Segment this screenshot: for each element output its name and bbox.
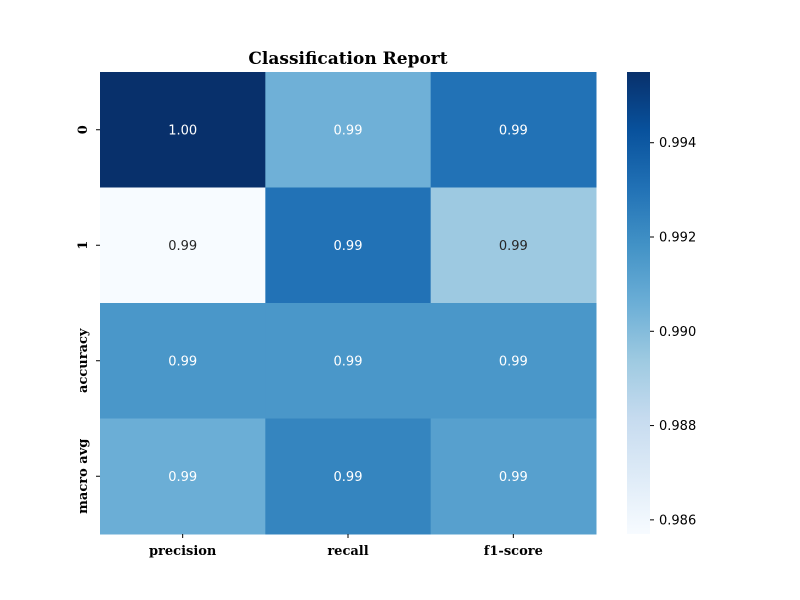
row-labels: 0 1 accuracy macro avg (76, 125, 100, 514)
chart-title: Classification Report (248, 49, 447, 69)
cell-value-label: 0.99 (334, 470, 363, 485)
colorbar: 0.986 0.988 0.990 0.992 0.994 (627, 72, 696, 534)
heatmap-cell (430, 72, 597, 188)
cell-value-label: 0.99 (168, 354, 197, 369)
cell-value-label: 0.99 (499, 123, 528, 138)
heatmap-cell (265, 187, 432, 304)
heatmap-cell (100, 303, 266, 419)
heatmap-cell (100, 72, 266, 188)
heatmap-cell (265, 303, 432, 419)
cell-value-label: 0.99 (168, 470, 197, 485)
row-label: 1 (76, 241, 91, 250)
column-label: f1-score (484, 544, 543, 559)
heatmap-cell (430, 303, 597, 419)
heatmap-cell (100, 418, 266, 535)
colorbar-tick-label: 0.992 (659, 231, 696, 246)
heatmap-cell (100, 187, 266, 304)
column-label: recall (327, 544, 368, 559)
cell-value-label: 1.00 (168, 123, 197, 138)
cell-value-label: 0.99 (499, 470, 528, 485)
column-labels: precision recall f1-score (149, 534, 543, 559)
colorbar-gradient (627, 72, 650, 534)
colorbar-tick-label: 0.986 (659, 513, 696, 528)
cell-value-label: 0.99 (334, 354, 363, 369)
colorbar-tick-label: 0.988 (659, 419, 696, 434)
cell-value-label: 0.99 (334, 239, 363, 254)
heatmap-cell (430, 418, 597, 535)
cell-value-label: 0.99 (499, 354, 528, 369)
cell-value-label: 0.99 (168, 239, 197, 254)
heatmap-cell (265, 418, 432, 535)
heatmap-cells: 1.00 0.99 0.99 0.99 0.99 0.99 0.99 0.99 0.99 0.99… (100, 72, 597, 535)
colorbar-tick-label: 0.994 (659, 136, 696, 151)
column-label: precision (149, 544, 217, 559)
cell-value-label: 0.99 (334, 123, 363, 138)
colorbar-tick-label: 0.990 (659, 325, 696, 340)
heatmap-cell (430, 187, 597, 304)
row-label: 0 (76, 125, 91, 134)
cell-value-label: 0.99 (499, 239, 528, 254)
heatmap-cell (265, 72, 432, 188)
row-label: accuracy (76, 328, 91, 393)
row-label: macro avg (76, 439, 91, 514)
